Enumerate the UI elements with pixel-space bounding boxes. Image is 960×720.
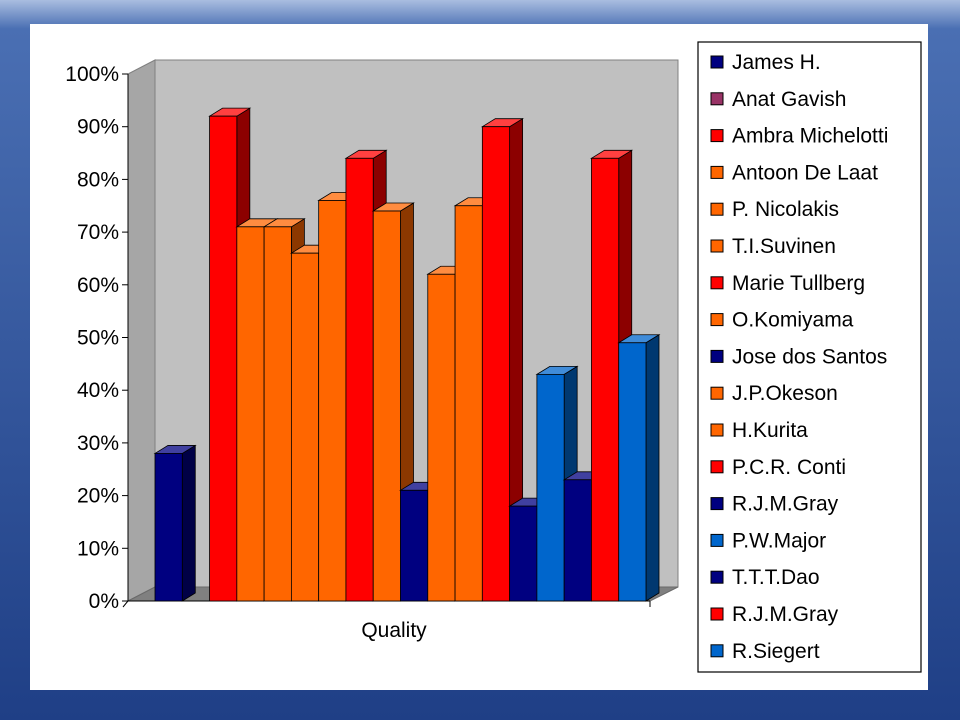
bar-front <box>591 157 620 602</box>
legend-swatch <box>710 165 724 179</box>
legend-label: H.Kurita <box>732 419 808 442</box>
side-wall <box>127 59 156 602</box>
bar <box>480 117 525 602</box>
legend-swatch <box>710 349 724 363</box>
legend-label: O.Komiyama <box>732 309 854 332</box>
legend-item: James H. <box>710 51 821 74</box>
y-tick-label: 30% <box>77 432 119 455</box>
legend-swatch <box>710 276 724 290</box>
legend-label: P. Nicolakis <box>732 198 839 221</box>
bar-front <box>536 373 565 602</box>
y-tick-label: 80% <box>77 168 119 191</box>
legend-item: T.T.T.Dao <box>710 566 820 589</box>
bar-front <box>509 505 538 602</box>
bar-front <box>154 453 183 602</box>
legend-label: James H. <box>732 51 821 74</box>
legend-swatch <box>710 239 724 253</box>
y-tick-label: 10% <box>77 537 119 560</box>
legend-label: T.T.T.Dao <box>732 566 820 589</box>
bar-front <box>400 489 429 602</box>
bar-front <box>263 226 292 602</box>
legend-swatch <box>710 644 724 658</box>
legend-item: Ambra Michelotti <box>710 125 888 148</box>
bar-front <box>345 157 374 602</box>
y-tick-label: 60% <box>77 274 119 297</box>
legend-label: J.P.Okeson <box>732 382 838 405</box>
x-category-label: Quality <box>361 619 427 642</box>
bar-front <box>236 226 265 602</box>
bar-front <box>209 115 238 602</box>
bar <box>617 334 661 602</box>
legend-item: Antoon De Laat <box>710 161 878 184</box>
legend-item: R.J.M.Gray <box>710 603 839 626</box>
legend-label: Anat Gavish <box>732 88 846 111</box>
legend-item: P. Nicolakis <box>710 198 839 221</box>
legend-swatch <box>710 202 724 216</box>
legend-item: O.Komiyama <box>710 309 854 332</box>
legend-item: T.I.Suvinen <box>710 235 836 258</box>
legend-label: R.Siegert <box>732 640 820 663</box>
legend-label: Marie Tullberg <box>732 272 865 295</box>
y-tick-label: 50% <box>77 327 119 350</box>
legend-swatch <box>710 92 724 106</box>
legend-swatch <box>710 570 724 584</box>
y-tick-label: 40% <box>77 379 119 402</box>
legend-label: Ambra Michelotti <box>732 125 888 148</box>
legend-item: P.W.Major <box>710 529 826 552</box>
y-tick-label: 100% <box>65 63 119 86</box>
legend-item: Marie Tullberg <box>710 272 865 295</box>
bar-front <box>318 200 347 602</box>
legend-label: P.W.Major <box>732 529 826 552</box>
legend-item: R.Siegert <box>710 640 820 663</box>
legend-label: R.J.M.Gray <box>732 603 839 626</box>
y-axis-ticks: 0% 10% 20% 30% 40% 50% 60% 70% 80% 90% 100% <box>65 63 128 613</box>
legend-label: P.C.R. Conti <box>732 456 846 479</box>
bar-front <box>618 342 647 602</box>
legend-swatch <box>710 460 724 474</box>
legend-item: J.P.Okeson <box>710 382 838 405</box>
legend-swatch <box>710 533 724 547</box>
slide-frame: 0% 10% 20% 30% 40% 50% 60% 70% 80% 90% 100% Qualit… <box>30 24 928 690</box>
y-tick-label: 20% <box>77 485 119 508</box>
legend-box <box>697 41 922 673</box>
legend-swatch <box>710 313 724 327</box>
legend-swatch <box>710 386 724 400</box>
legend-swatch <box>710 129 724 143</box>
legend-label: T.I.Suvinen <box>732 235 836 258</box>
legend-item: Anat Gavish <box>710 88 846 111</box>
legend-label: Antoon De Laat <box>732 161 878 184</box>
bar-front <box>290 252 320 602</box>
legend-swatch <box>710 55 724 69</box>
legend-item: H.Kurita <box>710 419 808 442</box>
bar-chart: 0% 10% 20% 30% 40% 50% 60% 70% 80% 90% 100% Qualit… <box>65 41 922 673</box>
y-tick-label: 90% <box>77 116 119 139</box>
bar-front <box>372 210 401 602</box>
legend-label: R.J.M.Gray <box>732 493 839 516</box>
legend-item: P.C.R. Conti <box>710 456 846 479</box>
x-axis-tick-left <box>122 600 129 608</box>
legend-swatch <box>710 423 724 437</box>
bar-side <box>181 444 196 602</box>
bar <box>153 444 197 602</box>
y-tick-label: 70% <box>77 221 119 244</box>
y-tick-label: 0% <box>89 590 119 613</box>
legend-item: Jose dos Santos <box>710 345 887 368</box>
legend-item: R.J.M.Gray <box>710 493 839 516</box>
legend-swatch <box>710 497 724 511</box>
bar-side <box>645 334 660 602</box>
bar-front <box>481 126 511 602</box>
bar-front <box>563 479 592 602</box>
bar-front <box>454 205 483 602</box>
bar-front <box>427 273 456 602</box>
bars <box>153 107 661 602</box>
legend: James H. Anat Gavish Ambra Michelotti Antoo… <box>697 41 922 673</box>
legend-label: Jose dos Santos <box>732 345 887 368</box>
legend-swatch <box>710 607 724 621</box>
